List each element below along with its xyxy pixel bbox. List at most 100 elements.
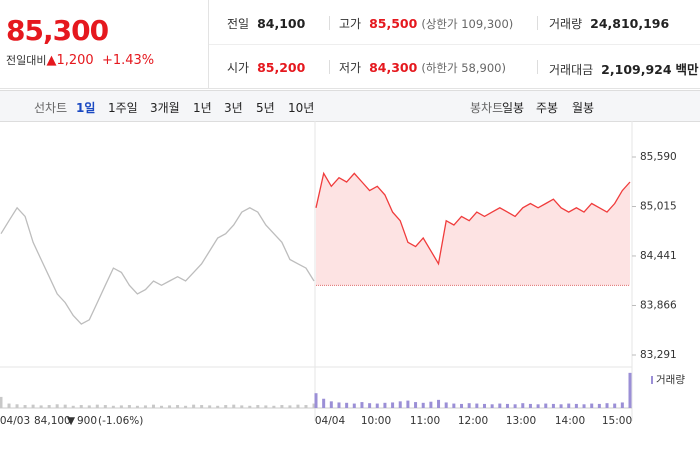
volume-bar (280, 405, 284, 408)
volume-bar (567, 403, 571, 408)
tab-group-label: 선차트 (34, 101, 68, 115)
volume-bar (628, 372, 632, 408)
volume-bar (528, 403, 532, 408)
volume-bar (119, 405, 123, 408)
volume-bar (368, 403, 372, 408)
x-tick-label: 10:00 (361, 415, 391, 427)
summary-cell: 거래량 24,810,196 (549, 15, 669, 32)
candle-tab[interactable]: 주봉 (536, 101, 559, 115)
quote-header: 85,300 전일대비▲1,200 +1.43% 전일 84,100 고가 85,5… (0, 0, 700, 89)
volume-bar (232, 404, 236, 408)
volume-bar (414, 402, 418, 408)
volume-bar (71, 405, 75, 408)
volume-bar (444, 402, 448, 408)
volume-bar (460, 403, 464, 408)
value: 85,200 (257, 60, 306, 75)
value: 84,100 (257, 16, 306, 31)
volume-bar (127, 405, 131, 408)
volume-bar (143, 405, 147, 408)
x-tick-label: 04/04 (315, 415, 346, 427)
period-tabs: 선차트 봉차트 1일 1주일 3개월 1년 3년 5년 10년 일봉 주봉 월봉 (0, 90, 700, 122)
volume-bar (184, 405, 188, 408)
volume-bar (329, 401, 333, 408)
label: 거래량 (549, 17, 583, 31)
volume-bar (513, 404, 517, 408)
value: 24,810,196 (590, 16, 670, 31)
note: (하한가 58,900) (421, 61, 506, 75)
volume-bar (536, 404, 540, 408)
tab-group-label: 봉차트 (470, 101, 504, 115)
value: 84,300 (369, 60, 418, 75)
volume-bar (490, 404, 494, 408)
period-tab[interactable]: 5년 (256, 101, 275, 115)
chart: 85,590 85,015 84,441 83,866 83,291 거래량 04/03 04… (0, 121, 685, 427)
volume-bar (192, 404, 196, 408)
volume-bar (383, 402, 387, 408)
price-line (0, 206, 315, 325)
volume-bar (582, 404, 586, 408)
volume-bar (391, 402, 395, 408)
period-tab[interactable]: 1년 (193, 101, 212, 115)
label: 시가 (227, 61, 250, 75)
prev-close-note: ▼ (67, 415, 76, 427)
volume-bar (312, 403, 316, 408)
volume-bar (111, 405, 115, 408)
volume-bar (574, 403, 578, 408)
volume-bar (23, 405, 27, 408)
volume-bar (200, 405, 204, 408)
period-tab[interactable]: 1주일 (108, 101, 138, 115)
volume-bar (304, 405, 308, 408)
y-tick-label: 85,590 (640, 151, 677, 163)
volume-bar (240, 405, 244, 408)
x-tick-label: 13:00 (506, 415, 536, 427)
volume-bar (620, 402, 624, 408)
volume-bar (87, 405, 91, 408)
summary-table: 전일 84,100 고가 85,500 (상한가 109,300) 거래량 24,810… (208, 0, 700, 88)
summary-cell: 전일 84,100 (227, 15, 305, 32)
volume-bar (216, 405, 220, 408)
volume-bar (160, 405, 164, 408)
volume-bar (256, 405, 260, 408)
volume-bar (437, 399, 441, 408)
prev-close-note: 84,100 (34, 415, 71, 427)
volume-bar (176, 405, 180, 408)
volume-bar (498, 403, 502, 408)
summary-cell: 시가 85,200 (227, 59, 305, 76)
volume-bar (95, 404, 99, 408)
volume-bar (452, 403, 456, 408)
period-tab[interactable]: 10년 (288, 101, 315, 115)
area (316, 173, 630, 286)
separator (537, 16, 538, 30)
y-tick-label: 85,015 (640, 201, 677, 213)
volume-bar (288, 405, 292, 408)
prev-close-note: (-1.06%) (98, 415, 143, 427)
candle-tab[interactable]: 월봉 (572, 101, 595, 115)
change-value: 1,200 (56, 53, 94, 68)
label: 전일 (227, 17, 250, 31)
volume-bar (375, 403, 379, 408)
price-line (315, 171, 631, 266)
candle-tab[interactable]: 일봉 (502, 101, 525, 115)
note: (상한가 109,300) (421, 17, 514, 31)
period-tab[interactable]: 3년 (224, 101, 243, 115)
period-tab[interactable]: 1일 (76, 101, 96, 115)
row-divider (209, 44, 700, 45)
label: 저가 (339, 61, 362, 75)
separator (329, 60, 330, 74)
volume-bar (521, 403, 525, 408)
volume-bar (55, 404, 59, 408)
volume-legend: 거래량 (656, 374, 685, 386)
volume-bar (296, 404, 300, 408)
y-tick-label: 83,291 (640, 349, 677, 361)
volume-bar (551, 403, 555, 408)
volume-bar (314, 393, 318, 408)
period-tab[interactable]: 3개월 (150, 101, 180, 115)
volume-bar (79, 405, 83, 408)
volume-bar (135, 405, 139, 408)
volume-bar (264, 405, 268, 408)
summary-cell: 고가 85,500 (상한가 109,300) (339, 15, 513, 32)
summary-cell: 저가 84,300 (하한가 58,900) (339, 59, 506, 76)
volume-bar (103, 405, 107, 408)
current-price: 85,300 (6, 14, 109, 47)
unit: 백만 (675, 62, 699, 77)
